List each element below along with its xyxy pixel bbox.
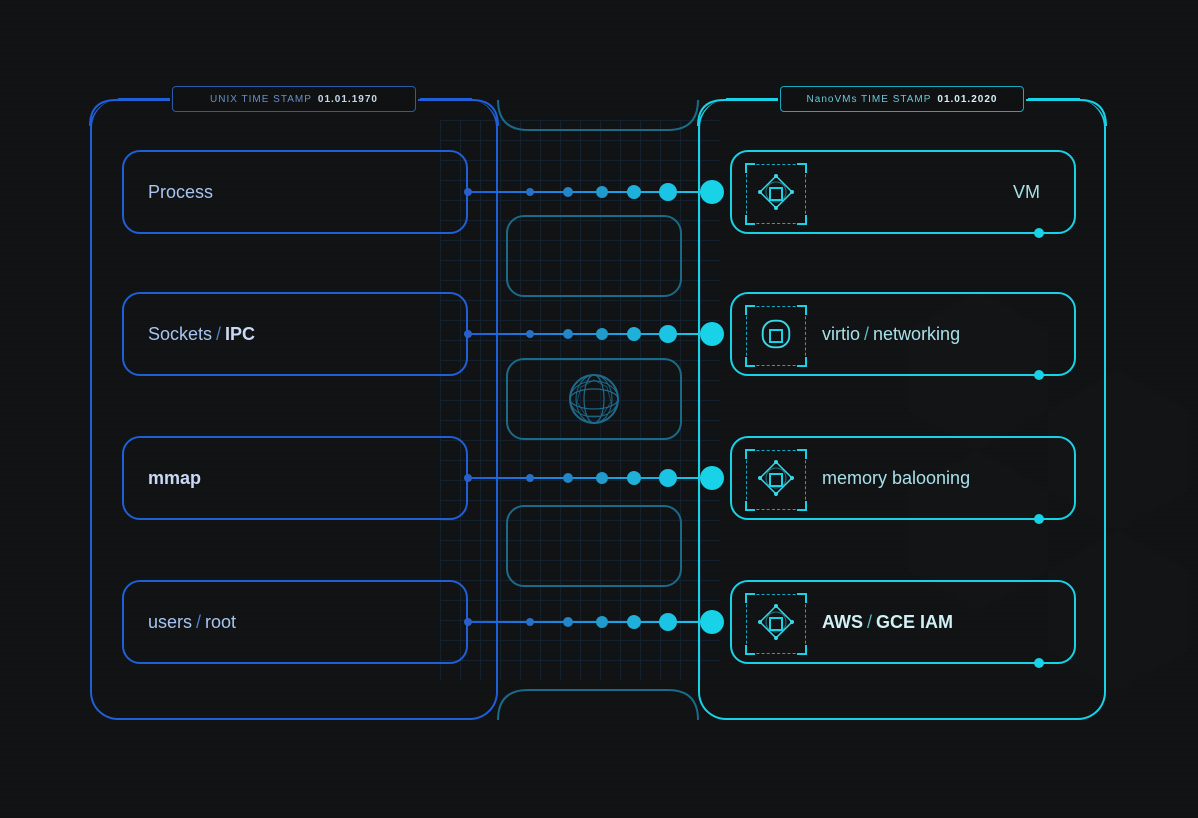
card-connector-dot: [1034, 228, 1044, 238]
left-card-3-text-1: root: [205, 612, 236, 633]
connector-dot-2: [563, 329, 573, 339]
right-timestamp-badge: NanoVMs TIME STAMP 01.01.2020: [780, 86, 1024, 112]
right-card-1-label: virtio / networking: [822, 324, 1050, 345]
left-card-0: Process: [122, 150, 468, 234]
separator: /: [867, 612, 872, 633]
card-connector-dot: [1034, 658, 1044, 668]
right-card-0-text-0: VM: [1013, 182, 1040, 203]
connector-dot-3: [596, 616, 608, 628]
left-stamp-label: UNIX TIME STAMP: [210, 94, 312, 105]
connector-dot-0: [464, 330, 472, 338]
right-card-0: VM: [730, 150, 1076, 234]
separator: /: [196, 612, 201, 633]
right-card-3-label: AWS / GCE IAM: [822, 612, 1050, 633]
connector-row-0: [468, 182, 722, 202]
left-card-2-text-0: mmap: [148, 468, 201, 489]
connector-dot-6: [700, 466, 724, 490]
connector-dot-2: [563, 473, 573, 483]
right-card-2-icon-frame: [746, 450, 806, 510]
connector-dot-3: [596, 472, 608, 484]
left-card-3-text-0: users: [148, 612, 192, 633]
left-card-2: mmap: [122, 436, 468, 520]
right-card-1-text-1: networking: [873, 324, 960, 345]
connector-line: [468, 621, 722, 623]
connector-dot-3: [596, 186, 608, 198]
connector-dot-1: [526, 618, 534, 626]
connector-dot-4: [627, 327, 641, 341]
left-timestamp-badge: UNIX TIME STAMP 01.01.1970: [172, 86, 416, 112]
right-card-1-text-0: virtio: [822, 324, 860, 345]
right-stamp-label: NanoVMs TIME STAMP: [807, 94, 932, 105]
right-card-3-text-1: GCE IAM: [876, 612, 953, 633]
connector-dot-4: [627, 615, 641, 629]
connector-dot-6: [700, 610, 724, 634]
connector-dot-1: [526, 474, 534, 482]
left-card-1-text-0: Sockets: [148, 324, 212, 345]
connector-dot-4: [627, 185, 641, 199]
connector-dot-3: [596, 328, 608, 340]
left-card-1: Sockets / IPC: [122, 292, 468, 376]
connector-dot-6: [700, 180, 724, 204]
right-card-1-icon-frame: [746, 306, 806, 366]
connector-dot-1: [526, 188, 534, 196]
connector-row-1: [468, 324, 722, 344]
connector-dot-1: [526, 330, 534, 338]
connector-line: [468, 477, 722, 479]
connector-dot-2: [563, 617, 573, 627]
connector-line: [468, 333, 722, 335]
connector-dot-0: [464, 618, 472, 626]
connector-dot-5: [659, 469, 677, 487]
connector-dot-2: [563, 187, 573, 197]
separator: /: [864, 324, 869, 345]
card-connector-dot: [1034, 370, 1044, 380]
middle-box-0: [506, 215, 682, 297]
connector-dot-5: [659, 613, 677, 631]
connector-dot-5: [659, 325, 677, 343]
connector-row-3: [468, 612, 722, 632]
diamond-icon: [756, 458, 796, 503]
diamond-icon: [756, 602, 796, 647]
right-stamp-date: 01.01.2020: [937, 94, 997, 105]
diagram-stage: UNIX TIME STAMP 01.01.1970 NanoVMs TIME …: [0, 0, 1198, 818]
left-stamp-date: 01.01.1970: [318, 94, 378, 105]
right-card-2-label: memory balooning: [822, 468, 1050, 489]
card-connector-dot: [1034, 514, 1044, 524]
separator: /: [216, 324, 221, 345]
right-card-0-label: VM: [822, 182, 1040, 203]
right-card-2: memory balooning: [730, 436, 1076, 520]
connector-line: [468, 191, 722, 193]
right-card-3-icon-frame: [746, 594, 806, 654]
right-card-3-text-0: AWS: [822, 612, 863, 633]
sphere-icon: [567, 372, 621, 426]
connector-dot-5: [659, 183, 677, 201]
connector-dot-0: [464, 474, 472, 482]
connector-dot-6: [700, 322, 724, 346]
left-card-3: users / root: [122, 580, 468, 664]
connector-dot-0: [464, 188, 472, 196]
connector-row-2: [468, 468, 722, 488]
right-card-3: AWS / GCE IAM: [730, 580, 1076, 664]
connector-dot-4: [627, 471, 641, 485]
right-card-2-text-0: memory balooning: [822, 468, 970, 489]
rounded-icon: [757, 315, 795, 358]
right-card-0-icon-frame: [746, 164, 806, 224]
diamond-icon: [756, 172, 796, 217]
left-card-1-text-1: IPC: [225, 324, 255, 345]
middle-box-1: [506, 358, 682, 440]
right-card-1: virtio / networking: [730, 292, 1076, 376]
left-card-0-text-0: Process: [148, 182, 213, 203]
middle-box-2: [506, 505, 682, 587]
